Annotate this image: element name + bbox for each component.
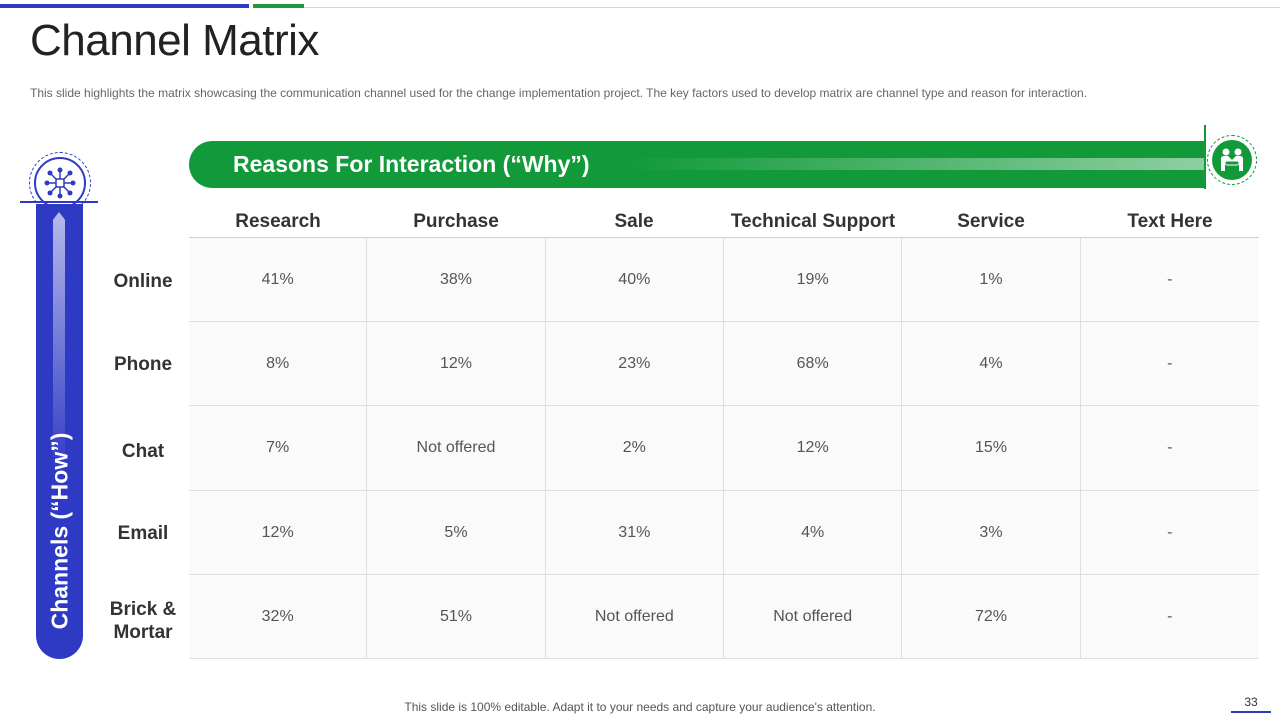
why-banner-arrow bbox=[629, 158, 1205, 170]
channel-matrix-grid: 41% 38% 40% 19% 1% - 8% 12% 23% 68% 4% -… bbox=[189, 238, 1259, 659]
matrix-cell: 8% bbox=[189, 322, 368, 407]
matrix-cell: 12% bbox=[367, 322, 546, 407]
matrix-cell: 32% bbox=[189, 574, 368, 659]
how-bar bbox=[36, 204, 83, 659]
matrix-cell: 31% bbox=[545, 490, 724, 575]
matrix-cell: 12% bbox=[189, 490, 368, 575]
top-accent-bar-green bbox=[253, 4, 304, 8]
how-bar-arrow bbox=[53, 212, 65, 472]
matrix-cell: - bbox=[1080, 575, 1259, 659]
matrix-cell: - bbox=[1080, 322, 1259, 407]
matrix-cell: 40% bbox=[545, 238, 724, 323]
matrix-cell: 5% bbox=[367, 490, 546, 575]
matrix-cell: 2% bbox=[545, 406, 724, 491]
column-header-text-here: Text Here bbox=[1127, 211, 1213, 232]
matrix-cell: 68% bbox=[723, 322, 903, 407]
row-header-online: Online bbox=[113, 271, 173, 292]
matrix-cell: 4% bbox=[902, 322, 1081, 407]
how-bar-label: Channels (“How”) bbox=[46, 432, 73, 630]
matrix-cell: - bbox=[1080, 406, 1259, 491]
column-header-sale: Sale bbox=[614, 211, 654, 232]
matrix-cell: 12% bbox=[723, 406, 903, 491]
top-accent-bar-blue bbox=[0, 4, 249, 8]
matrix-cell: Not offered bbox=[545, 574, 724, 659]
matrix-cell: 19% bbox=[723, 238, 903, 323]
matrix-cell: 3% bbox=[902, 490, 1081, 575]
column-header-technical-support: Technical Support bbox=[730, 211, 896, 232]
top-divider-line bbox=[304, 7, 1280, 8]
why-banner: Reasons For Interaction (“Why”) bbox=[189, 141, 1205, 188]
why-icon-connector bbox=[1204, 125, 1206, 189]
matrix-cell: 23% bbox=[545, 322, 724, 407]
matrix-cell: Not offered bbox=[723, 574, 903, 659]
header-divider bbox=[189, 237, 1259, 238]
matrix-cell: - bbox=[1080, 491, 1259, 575]
matrix-cell: 72% bbox=[902, 574, 1081, 659]
slide-footer: This slide is 100% editable. Adapt it to… bbox=[404, 700, 876, 714]
column-header-research: Research bbox=[235, 211, 321, 232]
page-number: 33 bbox=[1244, 695, 1258, 709]
matrix-cell: 4% bbox=[723, 490, 903, 575]
handshake-icon bbox=[1221, 148, 1243, 171]
matrix-cell: 1% bbox=[902, 238, 1081, 323]
column-header-purchase: Purchase bbox=[413, 211, 499, 232]
matrix-cell: 7% bbox=[189, 406, 368, 491]
slide-title: Channel Matrix bbox=[30, 16, 319, 65]
row-header-email: Email bbox=[117, 523, 169, 544]
why-icon-badge bbox=[1207, 135, 1257, 185]
column-header-service: Service bbox=[957, 211, 1025, 232]
row-header-phone: Phone bbox=[113, 354, 173, 375]
matrix-cell: - bbox=[1080, 238, 1259, 323]
matrix-cell: 38% bbox=[367, 238, 546, 323]
matrix-cell: 41% bbox=[189, 238, 368, 323]
slide-subtitle: This slide highlights the matrix showcas… bbox=[30, 86, 1088, 100]
network-hub-icon bbox=[44, 167, 76, 199]
row-header-brick-mortar: Brick & Mortar bbox=[109, 599, 177, 643]
page-number-underline bbox=[1231, 711, 1271, 713]
why-banner-label: Reasons For Interaction (“Why”) bbox=[233, 151, 590, 177]
how-icon-underline bbox=[20, 201, 98, 203]
row-header-chat: Chat bbox=[121, 441, 165, 462]
matrix-cell: 51% bbox=[367, 574, 546, 659]
matrix-cell: Not offered bbox=[367, 406, 546, 491]
matrix-cell: 15% bbox=[902, 406, 1081, 491]
